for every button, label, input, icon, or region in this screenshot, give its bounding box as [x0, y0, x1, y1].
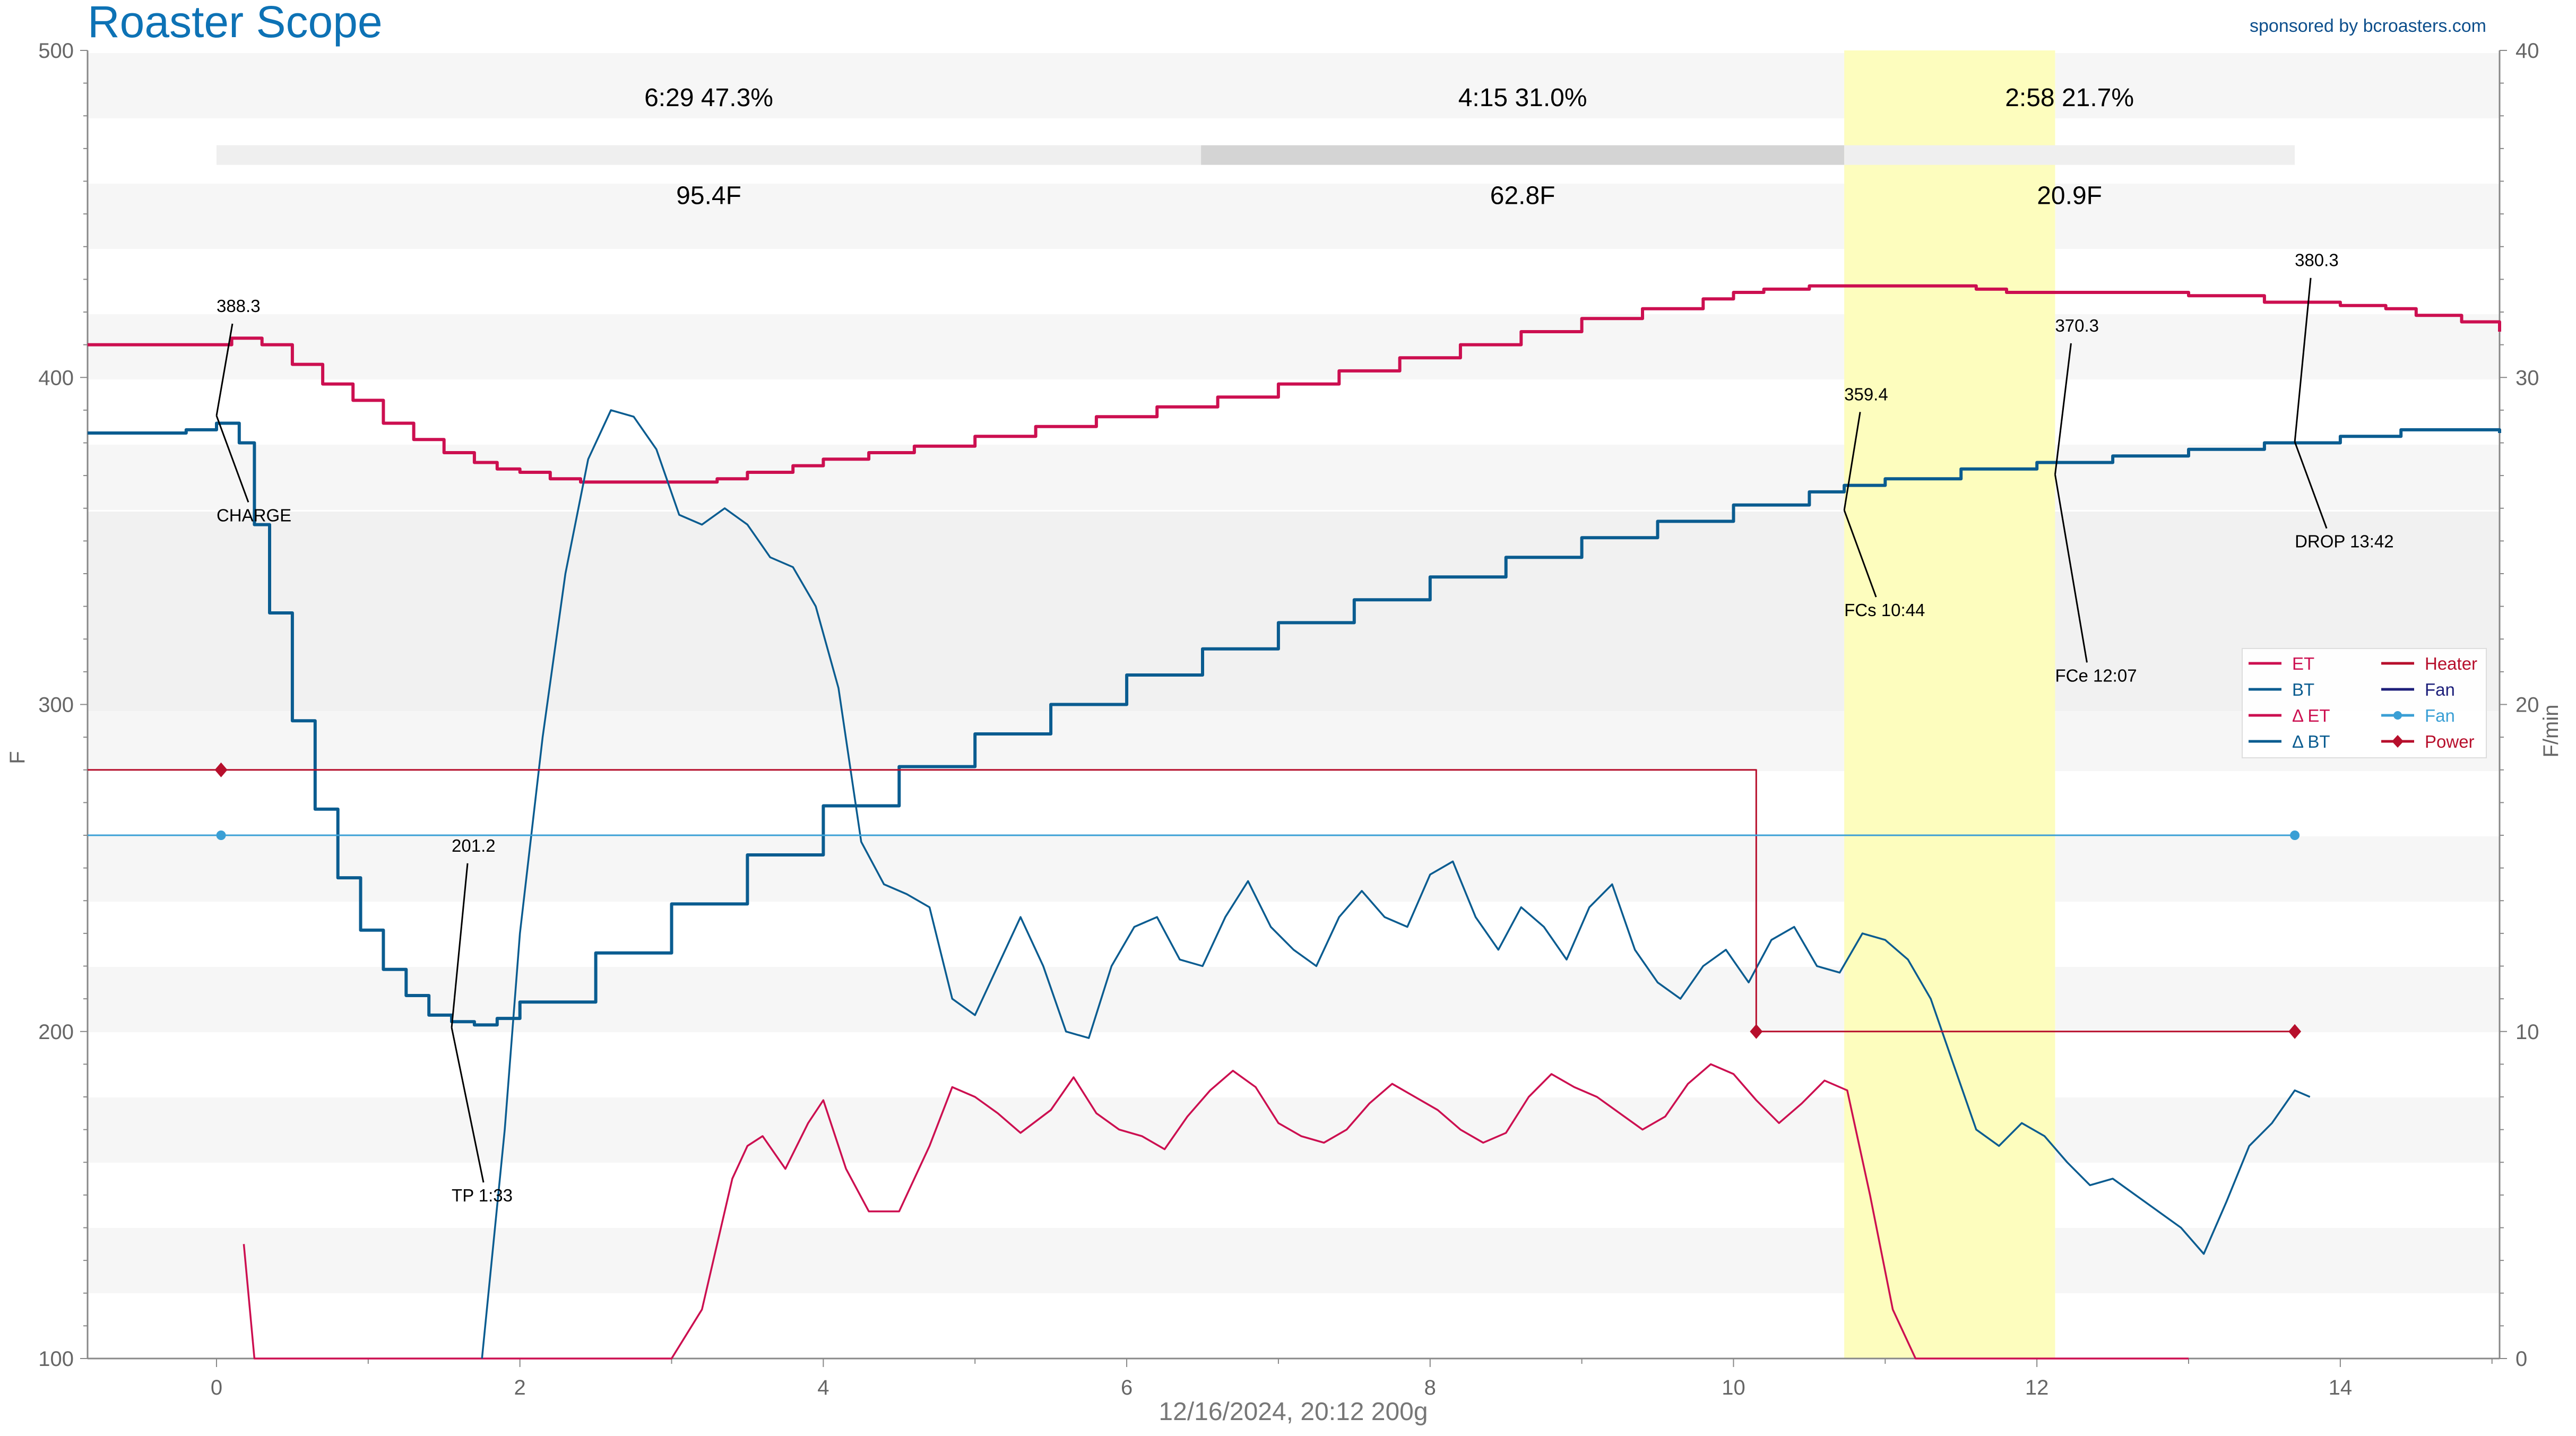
annotation-pointer	[1843, 412, 1861, 511]
annotation-pointer	[2294, 278, 2312, 442]
sponsor-link[interactable]: sponsored by bcroasters.com	[2250, 16, 2486, 36]
legend-label: ET	[2292, 654, 2314, 673]
right-tick-label: 10	[2516, 1020, 2539, 1044]
series-power-point	[1750, 1024, 1763, 1039]
series-et-line	[88, 284, 2501, 484]
annotation-pointer	[451, 863, 469, 1028]
right-tick-label: 40	[2516, 39, 2539, 63]
event-annotations: 388.3 CHARGE 201.2 TP 1:33 359.4 FCs 10:44 370…	[215, 250, 2394, 1205]
background-bands	[88, 50, 2500, 1359]
grid-band	[88, 249, 2500, 314]
series-lines	[88, 284, 2501, 1360]
left-tick-label: 400	[38, 366, 74, 390]
development-band	[1844, 50, 2055, 1359]
annotation-pointer	[215, 323, 234, 416]
x-tick-label: 4	[817, 1376, 829, 1399]
grid-band	[88, 1293, 2500, 1359]
y-left-label: F	[6, 751, 29, 764]
x-tick-label: 2	[514, 1376, 526, 1399]
y-right-label: F/min	[2539, 705, 2563, 758]
left-tick-label: 200	[38, 1020, 74, 1044]
x-tick-label: 10	[1722, 1376, 1745, 1399]
grid-band	[88, 902, 2500, 967]
phase-time: 2:58 21.7%	[2005, 84, 2134, 112]
left-tick-label: 100	[38, 1347, 74, 1371]
x-tick-label: 8	[1424, 1376, 1436, 1399]
phase-bar	[216, 145, 1201, 165]
phase-delta: 20.9F	[2037, 182, 2102, 210]
grid-band	[88, 1097, 2500, 1163]
legend: ET Heater BT Fan Δ ET Fan Δ BT Power	[2242, 648, 2487, 758]
annotation-pointer	[215, 415, 249, 503]
grid-band	[88, 1163, 2500, 1228]
grid-band	[88, 314, 2500, 379]
phase-time: 4:15 31.0%	[1458, 84, 1587, 112]
series-power-point	[2288, 1024, 2302, 1039]
left-tick-label: 500	[38, 39, 74, 63]
legend-box	[2242, 648, 2487, 758]
legend-label: Fan	[2425, 680, 2455, 699]
app-title: Roaster Scope	[88, 0, 383, 47]
legend-marker	[2393, 711, 2402, 720]
legend-label: Fan	[2425, 706, 2455, 725]
annotation-pointer	[2294, 442, 2328, 529]
grid-band	[88, 53, 2500, 118]
annotation-label: 201.2	[452, 836, 496, 855]
annotation-label: FCs 10:44	[1844, 600, 1925, 620]
grid-band	[88, 1228, 2500, 1293]
series-heater-line	[88, 769, 2295, 1033]
legend-marker	[2392, 735, 2404, 748]
annotation-label: 380.3	[2295, 250, 2339, 270]
series-fan-point	[2290, 831, 2300, 840]
series-fan-point	[216, 831, 226, 840]
legend-label: Heater	[2425, 654, 2477, 673]
right-tick-label: 20	[2516, 694, 2539, 717]
grid-band	[88, 445, 2500, 510]
annotation-label: CHARGE	[217, 505, 291, 525]
series-power-point	[214, 762, 228, 777]
annotation-label: 359.4	[1844, 384, 1888, 404]
phase-delta: 95.4F	[676, 182, 741, 210]
annotation-pointer	[2054, 474, 2088, 663]
grid-band	[88, 379, 2500, 445]
grid-band	[88, 967, 2500, 1032]
right-tick-label: 30	[2516, 366, 2539, 390]
annotation-label: 370.3	[2055, 316, 2099, 335]
legend-label: Δ BT	[2292, 732, 2330, 751]
annotation-label: 388.3	[217, 296, 261, 316]
series-delta-bt-line	[481, 409, 2311, 1359]
legend-label: BT	[2292, 680, 2314, 699]
series-bt-line	[88, 421, 2501, 1027]
annotation-pointer	[1843, 509, 1877, 598]
x-tick-label: 0	[211, 1376, 222, 1399]
phase-summary: 6:29 47.3% 95.4F 4:15 31.0% 62.8F 2:58 21.7%…	[216, 84, 2295, 210]
x-tick-label: 12	[2025, 1376, 2049, 1399]
grid-band	[88, 50, 2500, 53]
legend-label: Power	[2425, 732, 2475, 751]
grid-band	[88, 836, 2500, 902]
phase-time: 6:29 47.3%	[644, 84, 773, 112]
x-tick-label: 6	[1121, 1376, 1133, 1399]
legend-label: Δ ET	[2292, 706, 2330, 725]
annotation-label: FCe 12:07	[2055, 665, 2137, 685]
phase-delta: 62.8F	[1490, 182, 1555, 210]
annotation-label: DROP 13:42	[2295, 532, 2394, 551]
right-tick-label: 0	[2516, 1347, 2527, 1371]
phase-bar	[1201, 145, 1845, 165]
roast-subtitle: 12/16/2024, 20:12 200g	[1159, 1398, 1428, 1426]
grid-band	[88, 706, 2500, 771]
x-tick-label: 14	[2329, 1376, 2353, 1399]
annotation-pointer	[2054, 343, 2072, 475]
series-delta-et-line	[243, 1063, 2189, 1360]
left-tick-label: 300	[38, 694, 74, 717]
grid-band	[88, 184, 2500, 249]
grid-band	[88, 1032, 2500, 1097]
development-band-rect	[1844, 50, 2055, 1359]
grid-band	[88, 511, 2500, 711]
annotation-pointer	[451, 1027, 485, 1183]
annotation-label: TP 1:33	[452, 1186, 513, 1205]
grid-band	[88, 771, 2500, 836]
phase-bar	[1844, 145, 2295, 165]
